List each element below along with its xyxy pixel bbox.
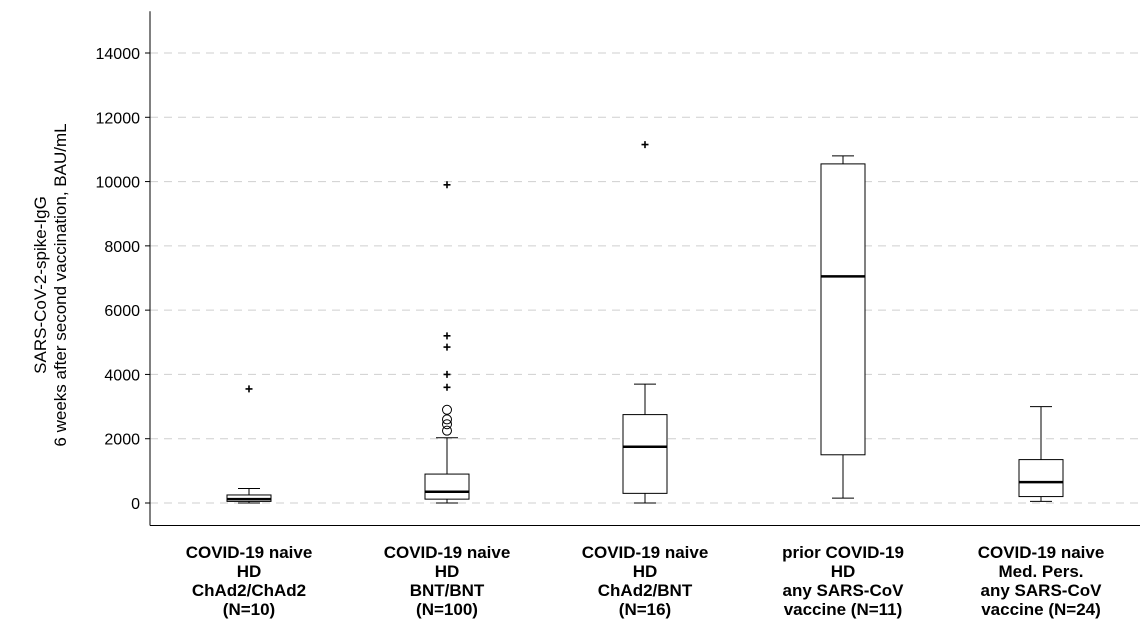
x-tick-label-line: ChAd2/BNT — [598, 581, 693, 600]
box — [622, 414, 668, 494]
axes — [149, 11, 1140, 526]
x-tick-label-line: ChAd2/ChAd2 — [192, 581, 306, 600]
outlier-star — [443, 332, 451, 340]
x-tick-label-line: vaccine (N=11) — [784, 600, 903, 619]
x-tick-label-line: Med. Pers. — [998, 562, 1083, 581]
x-tick-label-line: HD — [435, 562, 460, 581]
x-tick-label-line: any SARS-CoV — [783, 581, 905, 600]
box-group — [226, 385, 272, 504]
y-tick-label: 6000 — [104, 303, 140, 320]
outlier-star — [443, 343, 451, 351]
x-tick-label-line: any SARS-CoV — [981, 581, 1103, 600]
outlier-star — [641, 141, 649, 149]
x-tick-label-line: COVID-19 naive — [582, 543, 709, 562]
outlier-star — [245, 385, 253, 393]
y-axis-label-line: 6 weeks after second vaccination, BAU/mL — [51, 123, 70, 446]
x-tick-label-line: BNT/BNT — [410, 581, 485, 600]
box — [820, 163, 866, 456]
x-tick-label-line: COVID-19 naive — [186, 543, 313, 562]
y-tick-label: 10000 — [96, 175, 141, 192]
boxes — [226, 141, 1064, 504]
y-tick-label: 12000 — [96, 110, 141, 127]
y-tick-label: 0 — [131, 496, 140, 513]
box-group — [622, 141, 668, 504]
x-tick-label-line: COVID-19 naive — [384, 543, 511, 562]
outlier-star — [443, 181, 451, 189]
y-tick-label: 8000 — [104, 239, 140, 256]
x-tick-label-line: COVID-19 naive — [978, 543, 1105, 562]
outlier-circle — [442, 425, 452, 436]
x-tick-label-line: (N=16) — [619, 600, 671, 619]
box — [1018, 459, 1064, 498]
x-tick-label: COVID-19 naive HD BNT/BNT (N=100) — [384, 543, 511, 619]
outlier-star — [443, 383, 451, 391]
y-tick-label: 14000 — [96, 46, 141, 63]
y-axis-label-line: SARS-CoV-2-spike-IgG — [31, 196, 50, 374]
y-tick-label: 2000 — [104, 432, 140, 449]
x-tick-label-line: (N=10) — [223, 600, 275, 619]
y-ticks: 0 2000 4000 6000 8000 10000 12000 14000 — [96, 46, 150, 513]
x-tick-label-line: HD — [633, 562, 658, 581]
x-tick-label-line: vaccine (N=24) — [981, 600, 1101, 619]
outlier-circle — [442, 414, 452, 425]
x-tick-label: COVID-19 naive HD ChAd2/ChAd2 (N=10) — [186, 543, 313, 619]
x-tick-label-line: HD — [831, 562, 856, 581]
x-tick-label-line: prior COVID-19 — [782, 543, 904, 562]
x-tick-label: COVID-19 naive HD ChAd2/BNT (N=16) — [582, 543, 709, 619]
box-group — [424, 181, 470, 504]
box-group — [1018, 406, 1064, 502]
y-tick-label: 4000 — [104, 367, 140, 384]
x-tick-labels: COVID-19 naive HD ChAd2/ChAd2 (N=10)COVID-1… — [186, 543, 1105, 619]
box-group — [820, 155, 866, 499]
x-tick-label: COVID-19 naive Med. Pers. any SARS-CoV vacc… — [978, 543, 1105, 619]
outlier-circle — [442, 419, 452, 430]
x-tick-label-line: (N=100) — [416, 600, 478, 619]
x-tick-label: prior COVID-19 HD any SARS-CoV vaccine (N=1… — [782, 543, 904, 619]
y-axis-label: SARS-CoV-2-spike-IgG6 weeks after second… — [31, 123, 70, 446]
box — [424, 473, 470, 500]
x-tick-label-line: HD — [237, 562, 262, 581]
outlier-circle — [442, 404, 452, 415]
outlier-star — [443, 370, 451, 378]
